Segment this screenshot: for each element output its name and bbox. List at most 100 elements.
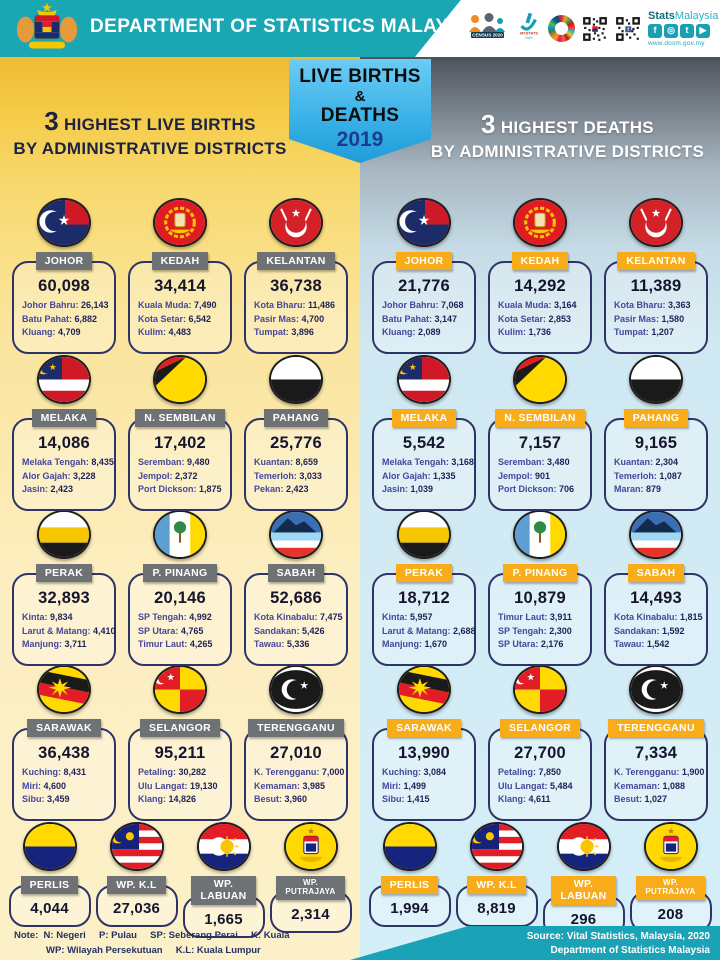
district-value: 5,336 — [286, 639, 310, 650]
sdg-wheel-icon — [548, 15, 575, 42]
district-line: K. Terengganu: 1,900 — [610, 766, 704, 780]
district-value: 4,709 — [58, 327, 81, 338]
district-line: Jempol: 2,372 — [134, 470, 226, 484]
website-url[interactable]: www.dosm.gov.my — [648, 39, 705, 47]
state-block-johor: JOHOR 60,098 Johor Bahru: 26,143 Batu Pahat… — [7, 198, 121, 355]
facebook-icon[interactable]: f — [648, 23, 662, 38]
district-value: 3,033 — [299, 470, 322, 481]
qr-code-2[interactable]: f — [615, 15, 641, 42]
district-line: Batu Pahat: 3,147 — [378, 313, 470, 327]
district-value: 3,911 — [549, 612, 572, 623]
state-block-sarawak: SARAWAK 13,990 Kuching: 3,084 Miri: 1,499 Si… — [367, 665, 481, 822]
district-value: 1,039 — [410, 484, 434, 495]
state-name-label: PERLIS — [20, 876, 79, 895]
district-name: Ulu Langat: — [498, 780, 548, 791]
ppinang-flag-icon — [513, 510, 567, 559]
instagram-icon[interactable]: ◎ — [664, 23, 678, 38]
district-name: Kulim: — [498, 327, 526, 338]
state-name-label: P. PINANG — [143, 564, 217, 583]
state-block-sarawak: SARAWAK 36,438 Kuching: 8,431 Miri: 4,600 Si… — [7, 665, 121, 822]
state-block-terengganu: TERENGGANU 7,334 K. Terengganu: 1,900 Kemam… — [599, 665, 713, 822]
state-card: 95,211 Petaling: 30,282 Ulu Langat: 19,130… — [128, 728, 232, 822]
district-line: Johor Bahru: 26,143 — [18, 299, 110, 313]
twitter-icon[interactable]: t — [680, 23, 694, 38]
page-title: DEPARTMENT OF STATISTICS MALAYSIA — [90, 16, 482, 37]
district-value: 901 — [535, 470, 551, 481]
svg-text:MYSTATS: MYSTATS — [520, 30, 538, 35]
district-line: Temerloh: 3,033 — [250, 470, 342, 484]
district-name: Sibu: — [382, 794, 405, 805]
district-value: 5,426 — [302, 625, 325, 636]
labuan-flag-icon — [556, 822, 611, 871]
district-name: Alor Gajah: — [382, 470, 431, 481]
state-card: 17,402 Seremban: 9,480 Jempol: 2,372 Port D… — [128, 418, 232, 512]
state-total: 7,157 — [518, 434, 562, 453]
district-line: SP Tengah: 2,300 — [494, 625, 586, 639]
district-line: Kinta: 5,957 — [378, 611, 470, 625]
district-line: Seremban: 3,480 — [494, 456, 586, 470]
district-value: 1,736 — [528, 327, 552, 338]
state-block-johor: JOHOR 21,776 Johor Bahru: 7,068 Batu Pahat:… — [367, 198, 481, 355]
district-line: Tumpat: 1,207 — [610, 326, 702, 340]
district-name: Kuala Muda: — [498, 300, 552, 311]
state-block-wp-putrajaya: WP. PUTRAJAYA 2,314 — [268, 822, 354, 938]
district-value: 7,068 — [441, 300, 464, 311]
district-name: Port Dickson: — [138, 484, 197, 495]
state-block-kedah: KEDAH 14,292 Kuala Muda: 3,164 Kota Setar: … — [483, 198, 597, 355]
state-total: 1,665 — [204, 911, 243, 929]
state-block-sabah: SABAH 14,493 Kota Kinabalu: 1,815 Sandakan:… — [599, 510, 713, 667]
brand-stats-text: Stats — [648, 9, 675, 22]
youtube-icon[interactable]: ▶ — [696, 23, 710, 38]
district-value: 706 — [559, 484, 575, 495]
district-value: 4,265 — [189, 639, 213, 650]
district-name: SP Tengah: — [138, 612, 187, 623]
state-total: 4,044 — [30, 900, 69, 918]
district-line: Petaling: 7,850 — [494, 766, 586, 780]
census-2020-logo: CENSUS 2020 — [466, 11, 510, 46]
district-name: Maran: — [614, 484, 644, 495]
sabah-flag-icon — [629, 510, 683, 559]
district-name: Jasin: — [22, 484, 49, 495]
district-name: Seremban: — [138, 457, 185, 468]
state-block-n-sembilan: N. SEMBILAN 17,402 Seremban: 9,480 Jempol: … — [123, 355, 237, 512]
qr-code-1[interactable] — [582, 15, 608, 42]
pahang-flag-icon — [269, 355, 323, 404]
live-births-title: 3 HIGHEST LIVE BIRTHS BY ADMINISTRATIVE … — [13, 106, 287, 158]
state-card: 5,542 Melaka Tengah: 3,168 Alor Gajah: 1,3… — [372, 418, 476, 512]
district-line: Kuala Muda: 3,164 — [494, 299, 586, 313]
district-line: Sandakan: 1,592 — [610, 625, 702, 639]
state-total: 95,211 — [154, 744, 206, 763]
ribbon-year: 2019 — [336, 127, 384, 151]
district-value: 7,000 — [321, 767, 345, 778]
perak-flag-icon — [37, 510, 91, 559]
state-total: 2,314 — [291, 905, 330, 923]
state-row-3: PERAK 32,893 Kinta: 9,834 Larut & Matang: 4… — [0, 510, 360, 667]
state-block-n-sembilan: N. SEMBILAN 7,157 Seremban: 3,480 Jempol: 9… — [483, 355, 597, 512]
district-line: SP Tengah: 4,992 — [134, 611, 226, 625]
state-total: 14,086 — [38, 434, 90, 453]
district-line: Tawau: 5,336 — [250, 638, 342, 652]
brand-malaysia-text: Malaysia — [674, 9, 719, 22]
state-name-label: SARAWAK — [27, 719, 101, 738]
state-name-label: JOHOR — [35, 252, 93, 271]
state-row-1: JOHOR 21,776 Johor Bahru: 7,068 Batu Pahat:… — [360, 198, 720, 355]
state-card: 27,010 K. Terengganu: 7,000 Kemaman: 3,985… — [244, 728, 348, 822]
district-name: Kinta: — [382, 612, 408, 623]
terengganu-flag-icon — [269, 665, 323, 714]
state-card: 60,098 Johor Bahru: 26,143 Batu Pahat: 6,8… — [12, 261, 116, 355]
state-name-label: TERENGGANU — [608, 719, 704, 738]
district-line: Miri: 1,499 — [378, 780, 470, 794]
district-line: Miri: 4,600 — [18, 780, 110, 794]
district-value: 2,176 — [540, 639, 564, 650]
state-name-label: N. SEMBILAN — [135, 409, 225, 428]
state-total: 11,389 — [630, 277, 682, 296]
district-name: Johor Bahru: — [382, 300, 439, 311]
district-line: Sibu: 3,459 — [18, 793, 110, 807]
state-block-pahang: PAHANG 25,776 Kuantan: 8,659 Temerloh: 3,03… — [239, 355, 353, 512]
district-name: Manjung: — [22, 639, 62, 650]
state-name-label: SELANGOR — [140, 719, 220, 738]
ribbon-line1: LIVE BIRTHS — [299, 66, 421, 87]
state-card: 14,086 Melaka Tengah: 8,435 Alor Gajah: 3,… — [12, 418, 116, 512]
district-line: Kulim: 1,736 — [494, 326, 586, 340]
district-name: Kinta: — [22, 612, 48, 623]
